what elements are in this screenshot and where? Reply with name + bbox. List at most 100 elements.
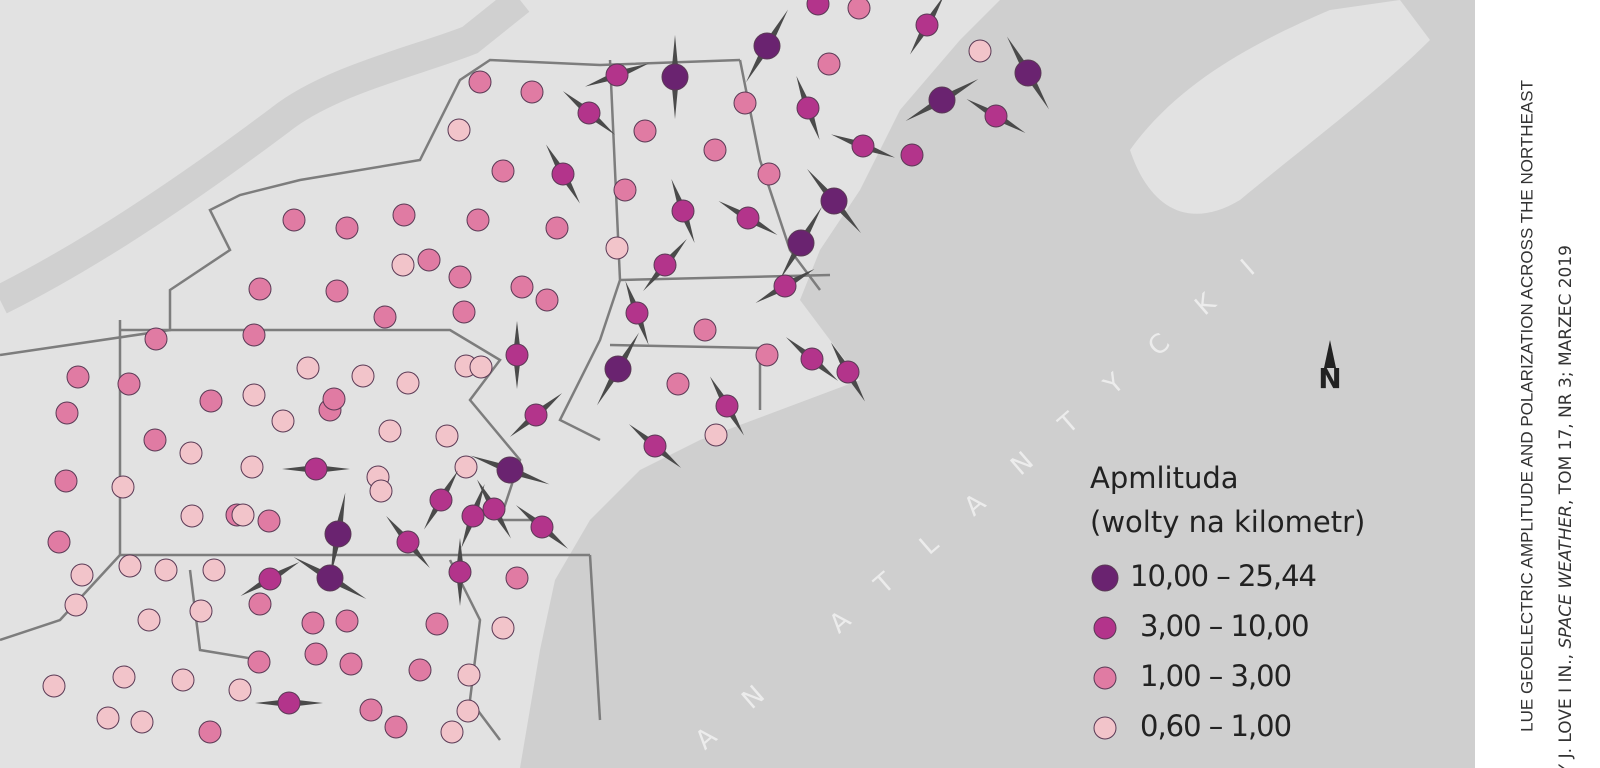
station	[66, 365, 90, 389]
legend-label: 1,00 – 3,00	[1140, 659, 1291, 693]
station	[604, 355, 632, 383]
station	[447, 118, 471, 142]
station	[461, 504, 485, 528]
station	[968, 39, 992, 63]
station	[643, 434, 667, 458]
station	[520, 80, 544, 104]
station	[551, 162, 575, 186]
legend-title: (wolty na kilometr)	[1090, 505, 1365, 539]
north-arrow	[1324, 340, 1336, 368]
station	[144, 327, 168, 351]
station	[137, 608, 161, 632]
station	[605, 236, 629, 260]
station	[242, 383, 266, 407]
station	[820, 187, 848, 215]
station	[736, 206, 760, 230]
station	[248, 592, 272, 616]
station	[282, 208, 306, 232]
land	[1130, 0, 1430, 214]
station	[633, 119, 657, 143]
station	[112, 665, 136, 689]
station	[806, 0, 830, 16]
station	[468, 70, 492, 94]
station	[322, 387, 346, 411]
station	[666, 372, 690, 396]
station	[773, 274, 797, 298]
stations	[42, 0, 1049, 744]
station	[755, 343, 779, 367]
station	[800, 347, 824, 371]
station	[359, 698, 383, 722]
station	[505, 566, 529, 590]
station	[396, 530, 420, 554]
station	[577, 101, 601, 125]
station	[530, 515, 554, 539]
station	[1014, 59, 1042, 87]
station	[179, 441, 203, 465]
station	[851, 134, 875, 158]
station	[457, 663, 481, 687]
station	[817, 52, 841, 76]
station	[231, 503, 255, 527]
credit-part: , TOM 17, NR 3; MARZEC 2019	[1556, 245, 1576, 505]
station	[378, 419, 402, 443]
station	[440, 720, 464, 744]
legend-swatch	[1093, 666, 1117, 690]
station	[277, 691, 301, 715]
legend-title: Apmlituda	[1090, 461, 1239, 495]
station	[335, 609, 359, 633]
legend-swatch	[1093, 716, 1117, 740]
station	[704, 423, 728, 447]
station	[452, 300, 476, 324]
station	[496, 456, 524, 484]
station	[625, 301, 649, 325]
station	[64, 593, 88, 617]
legend-label: 10,00 – 25,44	[1130, 559, 1316, 593]
station	[324, 520, 352, 548]
station	[693, 318, 717, 342]
credit-part: Y J. LOVE I IN.,	[1556, 649, 1576, 768]
station	[456, 699, 480, 723]
station	[70, 563, 94, 587]
legend-swatch	[1091, 564, 1119, 592]
station	[304, 457, 328, 481]
station	[545, 216, 569, 240]
station	[408, 658, 432, 682]
station	[258, 567, 282, 591]
station	[491, 159, 515, 183]
station	[715, 394, 739, 418]
lake	[0, 0, 530, 314]
station	[54, 469, 78, 493]
station	[661, 63, 689, 91]
station	[117, 372, 141, 396]
station	[257, 509, 281, 533]
credit-line: LUE GEOELECTRIC AMPLITUDE AND POLARIZATI…	[1517, 80, 1536, 732]
station	[47, 530, 71, 554]
station	[429, 488, 453, 512]
legend-label: 3,00 – 10,00	[1140, 609, 1309, 643]
station	[469, 355, 493, 379]
station	[240, 455, 264, 479]
north-label: N	[1318, 362, 1341, 395]
station	[335, 216, 359, 240]
station	[613, 178, 637, 202]
station	[42, 674, 66, 698]
station	[733, 91, 757, 115]
station	[796, 96, 820, 120]
station	[425, 612, 449, 636]
station	[325, 279, 349, 303]
legend-swatch	[1093, 616, 1117, 640]
station	[510, 275, 534, 299]
credit-line: Y J. LOVE I IN., SPACE WEATHER, TOM 17, …	[1556, 245, 1576, 768]
station	[199, 389, 223, 413]
station	[247, 650, 271, 674]
station	[396, 371, 420, 395]
station	[984, 104, 1008, 128]
station	[143, 428, 167, 452]
station	[392, 203, 416, 227]
station	[369, 479, 393, 503]
station	[928, 86, 956, 114]
station	[466, 208, 490, 232]
station	[316, 564, 344, 592]
